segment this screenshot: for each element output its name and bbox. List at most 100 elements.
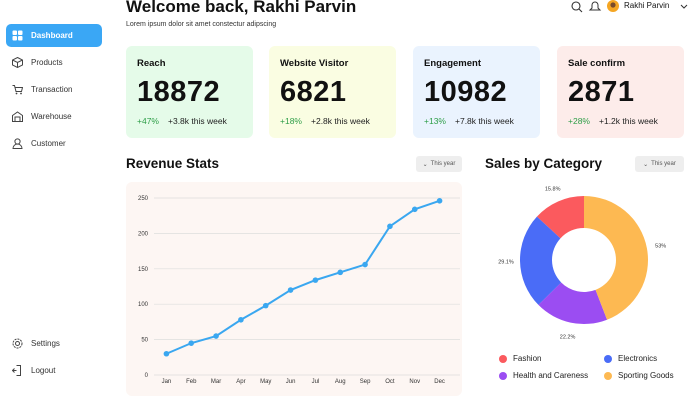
search-icon-handle (578, 8, 583, 13)
user-dropdown-icon[interactable] (680, 4, 688, 9)
card-value: 18872 (137, 76, 221, 108)
stat-card: Engagement 10982 +13% +7.8k this week (413, 46, 540, 138)
point (312, 277, 319, 283)
x-tick-label: Nov (409, 379, 420, 385)
y-tick-label: 200 (138, 231, 149, 237)
slice-label: 29.1% (498, 259, 514, 265)
pie-slice (520, 216, 562, 305)
x-tick-label: Jan (162, 379, 172, 385)
filter-button[interactable]: ⌄ This year (635, 156, 684, 172)
nav-icon (12, 138, 23, 149)
nav-label: Dashboard (31, 31, 73, 40)
card-title: Engagement (424, 58, 482, 69)
nav-item[interactable]: Warehouse (6, 105, 102, 128)
legend-swatch (499, 354, 507, 363)
nav-label: Transaction (31, 85, 73, 94)
card-note: +1.2k this week (599, 116, 658, 126)
y-tick-label: 100 (138, 302, 149, 308)
y-tick-label: 150 (138, 267, 149, 273)
x-tick-label: Mar (211, 379, 221, 385)
legend-swatch (499, 371, 507, 380)
nav-item[interactable]: Logout (6, 359, 102, 382)
x-tick-label: Jul (312, 379, 320, 385)
nav-label: Customer (31, 139, 66, 148)
page-subtitle: Lorem ipsum dolor sit amet constectur ad… (126, 21, 277, 28)
card-change: +18% (280, 116, 302, 126)
pie-slice (536, 196, 584, 239)
point (387, 223, 393, 230)
nav-label: Logout (31, 366, 56, 375)
x-tick-label: Jun (286, 379, 296, 385)
card-note: +2.8k this week (311, 116, 370, 126)
pie-slice (538, 282, 608, 324)
nav-item[interactable]: Customer (6, 132, 102, 155)
bell-icon[interactable] (588, 1, 602, 11)
page-title: Welcome back, Rakhi Parvin (126, 0, 357, 16)
nav-icon (12, 365, 21, 376)
y-tick-label: 50 (141, 338, 148, 344)
user-name[interactable]: Rakhi Parvin (624, 1, 670, 10)
card-note: +3.8k this week (168, 116, 227, 126)
legend-label: Sporting Goods (618, 371, 674, 380)
stat-card: Website Visitor 6821 +18% +2.8k this week (269, 46, 396, 138)
legend-item: Electronics (604, 354, 657, 363)
nav-icon (12, 85, 23, 95)
nav-icon (12, 338, 23, 349)
category-chart: 15.8% 29.1% 22.2% 53% (498, 187, 666, 341)
legend-label: Fashion (513, 354, 542, 363)
x-tick-label: Feb (186, 379, 197, 385)
pie-slice (584, 196, 648, 320)
card-title: Website Visitor (280, 58, 349, 69)
point (188, 340, 195, 346)
card-change: +28% (568, 116, 590, 126)
stat-card: Sale confirm 2871 +28% +1.2k this week (557, 46, 684, 138)
point (238, 316, 244, 323)
nav-icon (12, 57, 23, 68)
nav-icon (12, 111, 23, 122)
filter-label: This year (651, 161, 676, 167)
search-icon[interactable] (571, 1, 581, 11)
nav-item[interactable]: Settings (6, 332, 102, 355)
stat-card: Reach 18872 +47% +3.8k this week (126, 46, 253, 138)
point (262, 302, 269, 309)
x-tick-label: Sep (360, 379, 371, 385)
nav-label: Warehouse (31, 112, 72, 121)
point (362, 261, 368, 268)
point (287, 287, 294, 293)
point (337, 269, 344, 276)
filter-button[interactable]: ⌄ This year (416, 156, 462, 172)
filter-label: This year (430, 161, 456, 167)
avatar-face (610, 2, 616, 8)
legend-item: Fashion (499, 354, 541, 363)
top-icons (571, 0, 688, 13)
nav-label: Products (31, 58, 63, 67)
nav-icon (12, 30, 23, 41)
card-change: +13% (424, 116, 446, 126)
nav-item[interactable]: Transaction (6, 78, 102, 101)
point (213, 333, 219, 339)
point (411, 206, 418, 213)
card-value: 2871 (568, 76, 635, 108)
slice-label: 53% (655, 244, 666, 250)
point (436, 198, 443, 204)
card-title: Sale confirm (568, 58, 626, 69)
chart-panel: 0 50 100 150 200 250 Jan Feb Mar Apr May Jun Jul Aug S… (126, 182, 462, 396)
x-tick-label: Apr (236, 379, 245, 385)
card-value: 10982 (424, 76, 508, 108)
x-tick-label: Dec (434, 379, 445, 385)
x-tick-label: Aug (335, 379, 346, 385)
point (163, 350, 170, 357)
revenue-chart: 0 50 100 150 200 250 Jan Feb Mar Apr May Jun Jul Aug S… (138, 196, 460, 385)
nav-item[interactable]: Products (6, 51, 102, 74)
x-tick-label: Oct (385, 379, 395, 385)
slice-label: 22.2% (560, 334, 576, 340)
section-title: Revenue Stats (126, 156, 220, 171)
card-note: +7.8k this week (455, 116, 514, 126)
slice-label: 15.8% (545, 187, 561, 193)
nav-label: Settings (31, 339, 60, 348)
y-tick-label: 0 (145, 373, 149, 379)
legend-item: Health and Careness (499, 371, 588, 380)
legend-item: Sporting Goods (604, 371, 674, 380)
nav-item[interactable]: Dashboard (6, 24, 102, 47)
